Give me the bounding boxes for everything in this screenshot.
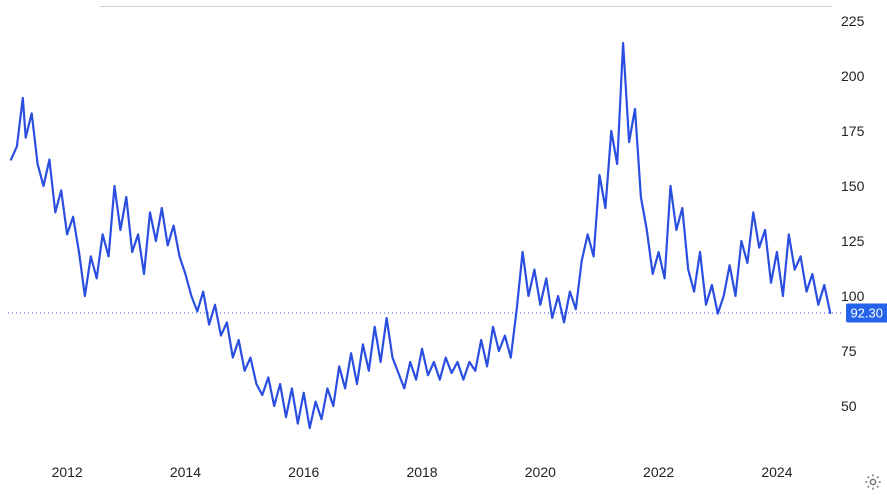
price-chart[interactable]: 50 75 100 125 150 175 200 225 2012 2014 2016 2018 20… xyxy=(0,0,887,500)
x-tick-label: 2018 xyxy=(406,464,437,480)
x-tick-label: 2022 xyxy=(643,464,674,480)
gear-icon[interactable] xyxy=(863,472,883,492)
y-tick-label: 200 xyxy=(841,68,881,84)
x-tick-label: 2012 xyxy=(52,464,83,480)
x-tick-label: 2024 xyxy=(761,464,792,480)
y-tick-label: 125 xyxy=(841,233,881,249)
price-line xyxy=(11,43,830,428)
y-tick-label: 50 xyxy=(841,398,881,414)
y-tick-label: 225 xyxy=(841,13,881,29)
x-tick-label: 2016 xyxy=(288,464,319,480)
y-tick-label: 100 xyxy=(841,288,881,304)
y-tick-label: 150 xyxy=(841,178,881,194)
x-tick-label: 2020 xyxy=(525,464,556,480)
chart-svg xyxy=(0,0,887,500)
current-value-badge: 92.30 xyxy=(846,303,887,322)
y-tick-label: 75 xyxy=(841,343,881,359)
y-tick-label: 175 xyxy=(841,123,881,139)
x-tick-label: 2014 xyxy=(170,464,201,480)
